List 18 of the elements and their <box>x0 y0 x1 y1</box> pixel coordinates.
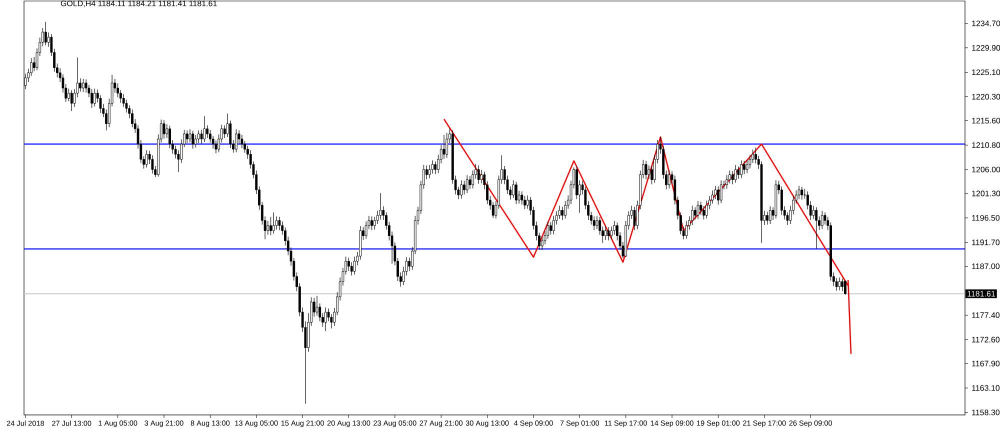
y-tick-label: 1234.70 <box>972 20 1000 26</box>
y-tick-label: 1191.70 <box>972 240 1000 246</box>
y-tick-label: 1215.60 <box>972 118 1000 124</box>
y-tick-label: 1187.00 <box>972 263 1000 270</box>
y-tick-label: 1167.90 <box>972 360 1000 366</box>
ref-line-label: 1181.61 <box>968 290 995 297</box>
y-tick-label: 1206.00 <box>972 166 1000 172</box>
y-tick-label: 1172.60 <box>972 336 1000 342</box>
y-tick-label: 1196.50 <box>972 215 1000 221</box>
y-tick-label: 1229.90 <box>972 45 1000 51</box>
y-tick-label: 1201.30 <box>972 190 1000 196</box>
y-tick-label: 1220.30 <box>972 94 1000 100</box>
y-tick-label: 1163.10 <box>972 385 1000 391</box>
chart-title: GOLD,H4 1184.11 1184.21 1181.41 1181.61 <box>60 0 217 8</box>
y-tick-label: 1177.40 <box>972 312 1000 318</box>
y-tick-label: 1158.30 <box>972 410 1000 416</box>
y-tick-label: 1210.80 <box>972 142 1000 148</box>
y-tick-label: 1225.10 <box>972 69 1000 76</box>
